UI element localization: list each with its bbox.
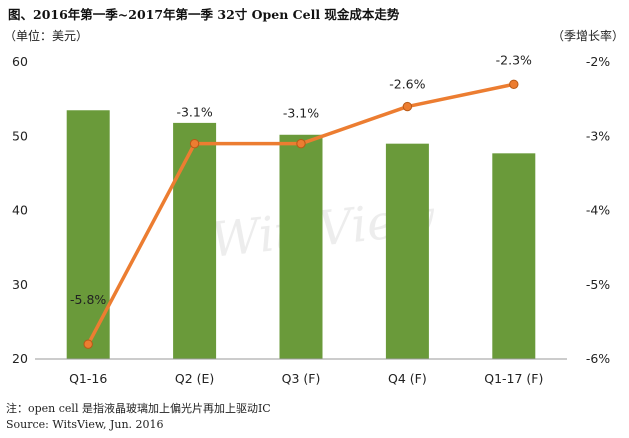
right-axis-label: （季增长率） [552, 28, 624, 43]
line-marker [402, 101, 413, 112]
line-data-label: -3.1% [283, 106, 319, 121]
line-data-label: -2.3% [496, 52, 532, 67]
right-tick-label: -5% [586, 277, 610, 292]
bar [173, 122, 217, 359]
x-tick-label: Q4 (F) [388, 371, 427, 386]
left-tick-label: 50 [12, 128, 28, 143]
bar [492, 153, 536, 359]
left-tick-label: 60 [12, 54, 28, 69]
bar-series [66, 110, 536, 359]
line-data-label: -2.6% [389, 77, 425, 92]
line-data-label: -3.1% [176, 105, 212, 120]
left-tick-label: 20 [12, 351, 28, 366]
right-tick-label: -3% [586, 128, 610, 143]
x-tick-label: Q1-16 [69, 371, 107, 386]
footnote: 注：open cell 是指液晶玻璃加上偏光片再加上驱动IC [6, 402, 271, 415]
left-axis-label: （单位：美元） [4, 28, 88, 43]
line-marker [189, 138, 200, 149]
x-axis-ticks: Q1-16 Q2 (E) Q3 (F) Q4 (F) Q1-17 (F) [69, 371, 543, 386]
line-marker [296, 138, 306, 149]
right-tick-label: -6% [586, 351, 610, 366]
bar [279, 134, 323, 359]
x-tick-label: Q1-17 (F) [484, 371, 543, 386]
left-tick-label: 40 [12, 203, 28, 218]
bar [66, 110, 110, 359]
line-marker [509, 79, 519, 89]
left-axis: 20 30 40 50 60 [12, 54, 28, 366]
line-series: -5.8% -3.1% -3.1% -2.6% -2.3% [70, 52, 532, 349]
chart-title: 图、2016年第一季~2017年第一季 32寸 Open Cell 现金成本走势 [8, 7, 400, 22]
right-tick-label: -4% [586, 203, 610, 218]
right-axis: -6% -5% -4% -3% -2% [586, 54, 610, 366]
right-tick-label: -2% [586, 54, 610, 69]
line-data-label: -5.8% [70, 292, 106, 307]
source-note: Source: WitsView, Jun. 2016 [6, 418, 164, 431]
left-tick-label: 30 [12, 277, 28, 292]
bar [385, 143, 429, 359]
x-tick-label: Q2 (E) [175, 371, 214, 386]
x-tick-label: Q3 (F) [282, 371, 321, 386]
line-marker [83, 339, 93, 349]
